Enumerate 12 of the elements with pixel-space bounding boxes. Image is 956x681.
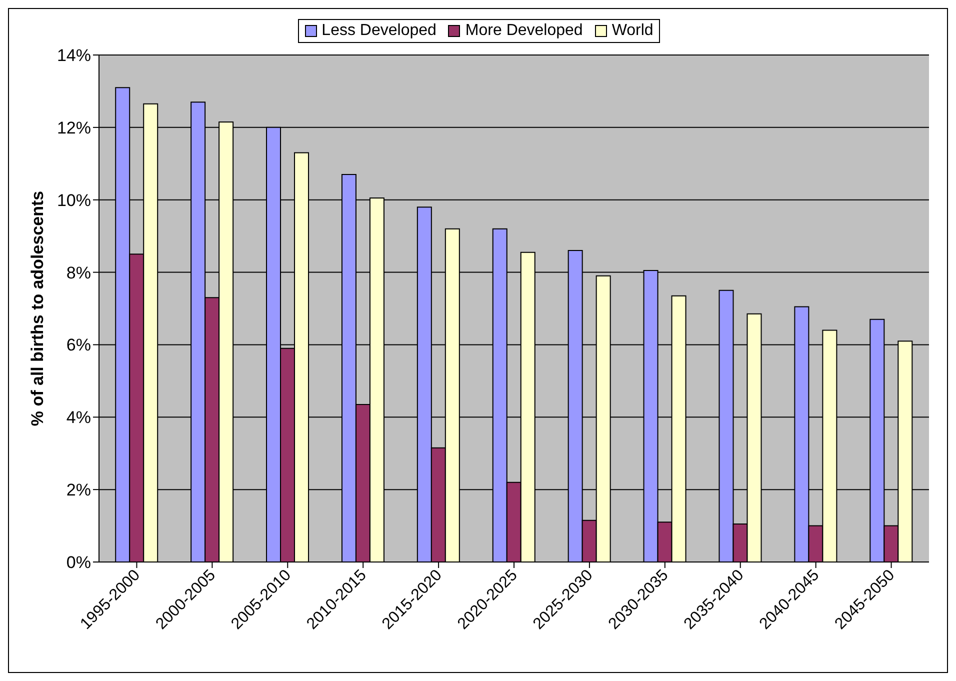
legend-label: More Developed — [464, 22, 583, 40]
y-tick-label: 10% — [56, 190, 91, 210]
y-tick-label: 0% — [66, 553, 91, 572]
y-tick-label: 6% — [66, 336, 91, 355]
legend-label: World — [610, 22, 654, 40]
y-tick-label: 14% — [56, 46, 91, 66]
y-tick-label: 12% — [56, 118, 91, 138]
legend-label: Less Developed — [320, 22, 436, 40]
y-tick-label: 2% — [66, 480, 91, 500]
y-tick-label: 4% — [66, 408, 91, 428]
y-axis-title: % of all births to adolescents — [28, 190, 48, 426]
y-tick-label: 8% — [66, 263, 91, 282]
